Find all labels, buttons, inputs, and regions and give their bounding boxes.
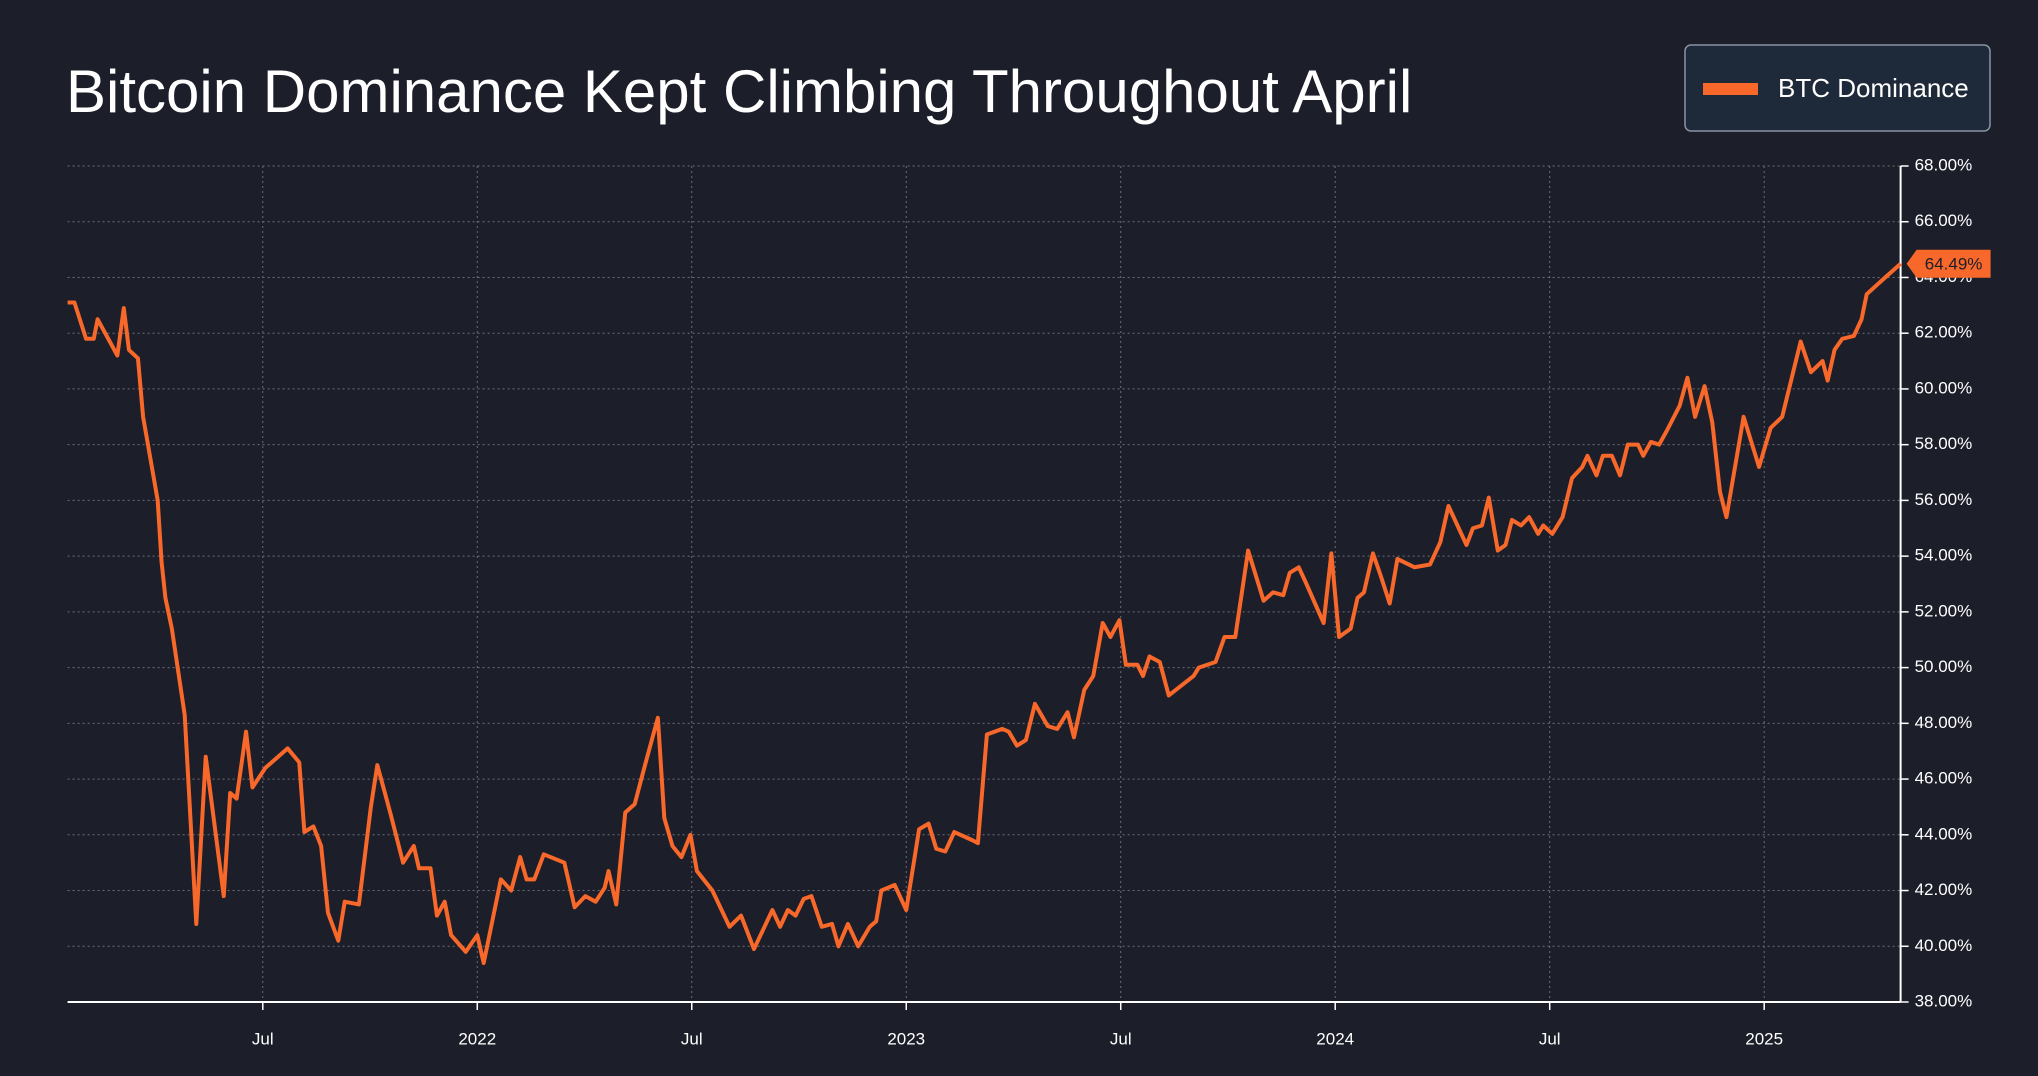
- x-tick-label: 2024: [1316, 1029, 1354, 1048]
- x-tick-label: Jul: [681, 1029, 703, 1048]
- y-tick-label: 40.00%: [1915, 936, 1973, 955]
- chart-title: Bitcoin Dominance Kept Climbing Througho…: [66, 58, 1412, 125]
- legend-box: [1684, 44, 1991, 132]
- y-tick-label: 66.00%: [1915, 211, 1973, 230]
- x-tick-label: Jul: [252, 1029, 274, 1048]
- y-tick-label: 62.00%: [1915, 323, 1973, 342]
- y-tick-label: 50.00%: [1915, 657, 1973, 676]
- y-tick-label: 46.00%: [1915, 769, 1973, 788]
- y-tick-label: 44.00%: [1915, 824, 1973, 843]
- legend-swatch: [1703, 83, 1758, 95]
- y-tick-label: 38.00%: [1915, 991, 1973, 1010]
- y-tick-label: 52.00%: [1915, 601, 1973, 620]
- y-tick-label: 58.00%: [1915, 434, 1973, 453]
- y-tick-label: 60.00%: [1915, 378, 1973, 397]
- y-tick-label: 42.00%: [1915, 880, 1973, 899]
- value-flag: [1906, 249, 1991, 278]
- x-tick-label: 2025: [1745, 1029, 1783, 1048]
- legend-label: BTC Dominance: [1778, 73, 1969, 103]
- x-tick-label: Jul: [1110, 1029, 1132, 1048]
- x-tick-label: Jul: [1539, 1029, 1561, 1048]
- y-tick-label: 54.00%: [1915, 546, 1973, 565]
- value-flag-label: 64.49%: [1925, 254, 1983, 273]
- y-tick-label: 56.00%: [1915, 490, 1973, 509]
- legend: BTC Dominance: [1684, 44, 1991, 132]
- y-tick-label: 48.00%: [1915, 713, 1973, 732]
- line-series: [67, 262, 1902, 965]
- y-tick-label: 68.00%: [1915, 155, 1973, 174]
- x-tick-label: 2023: [887, 1029, 925, 1048]
- x-tick-label: 2022: [458, 1029, 496, 1048]
